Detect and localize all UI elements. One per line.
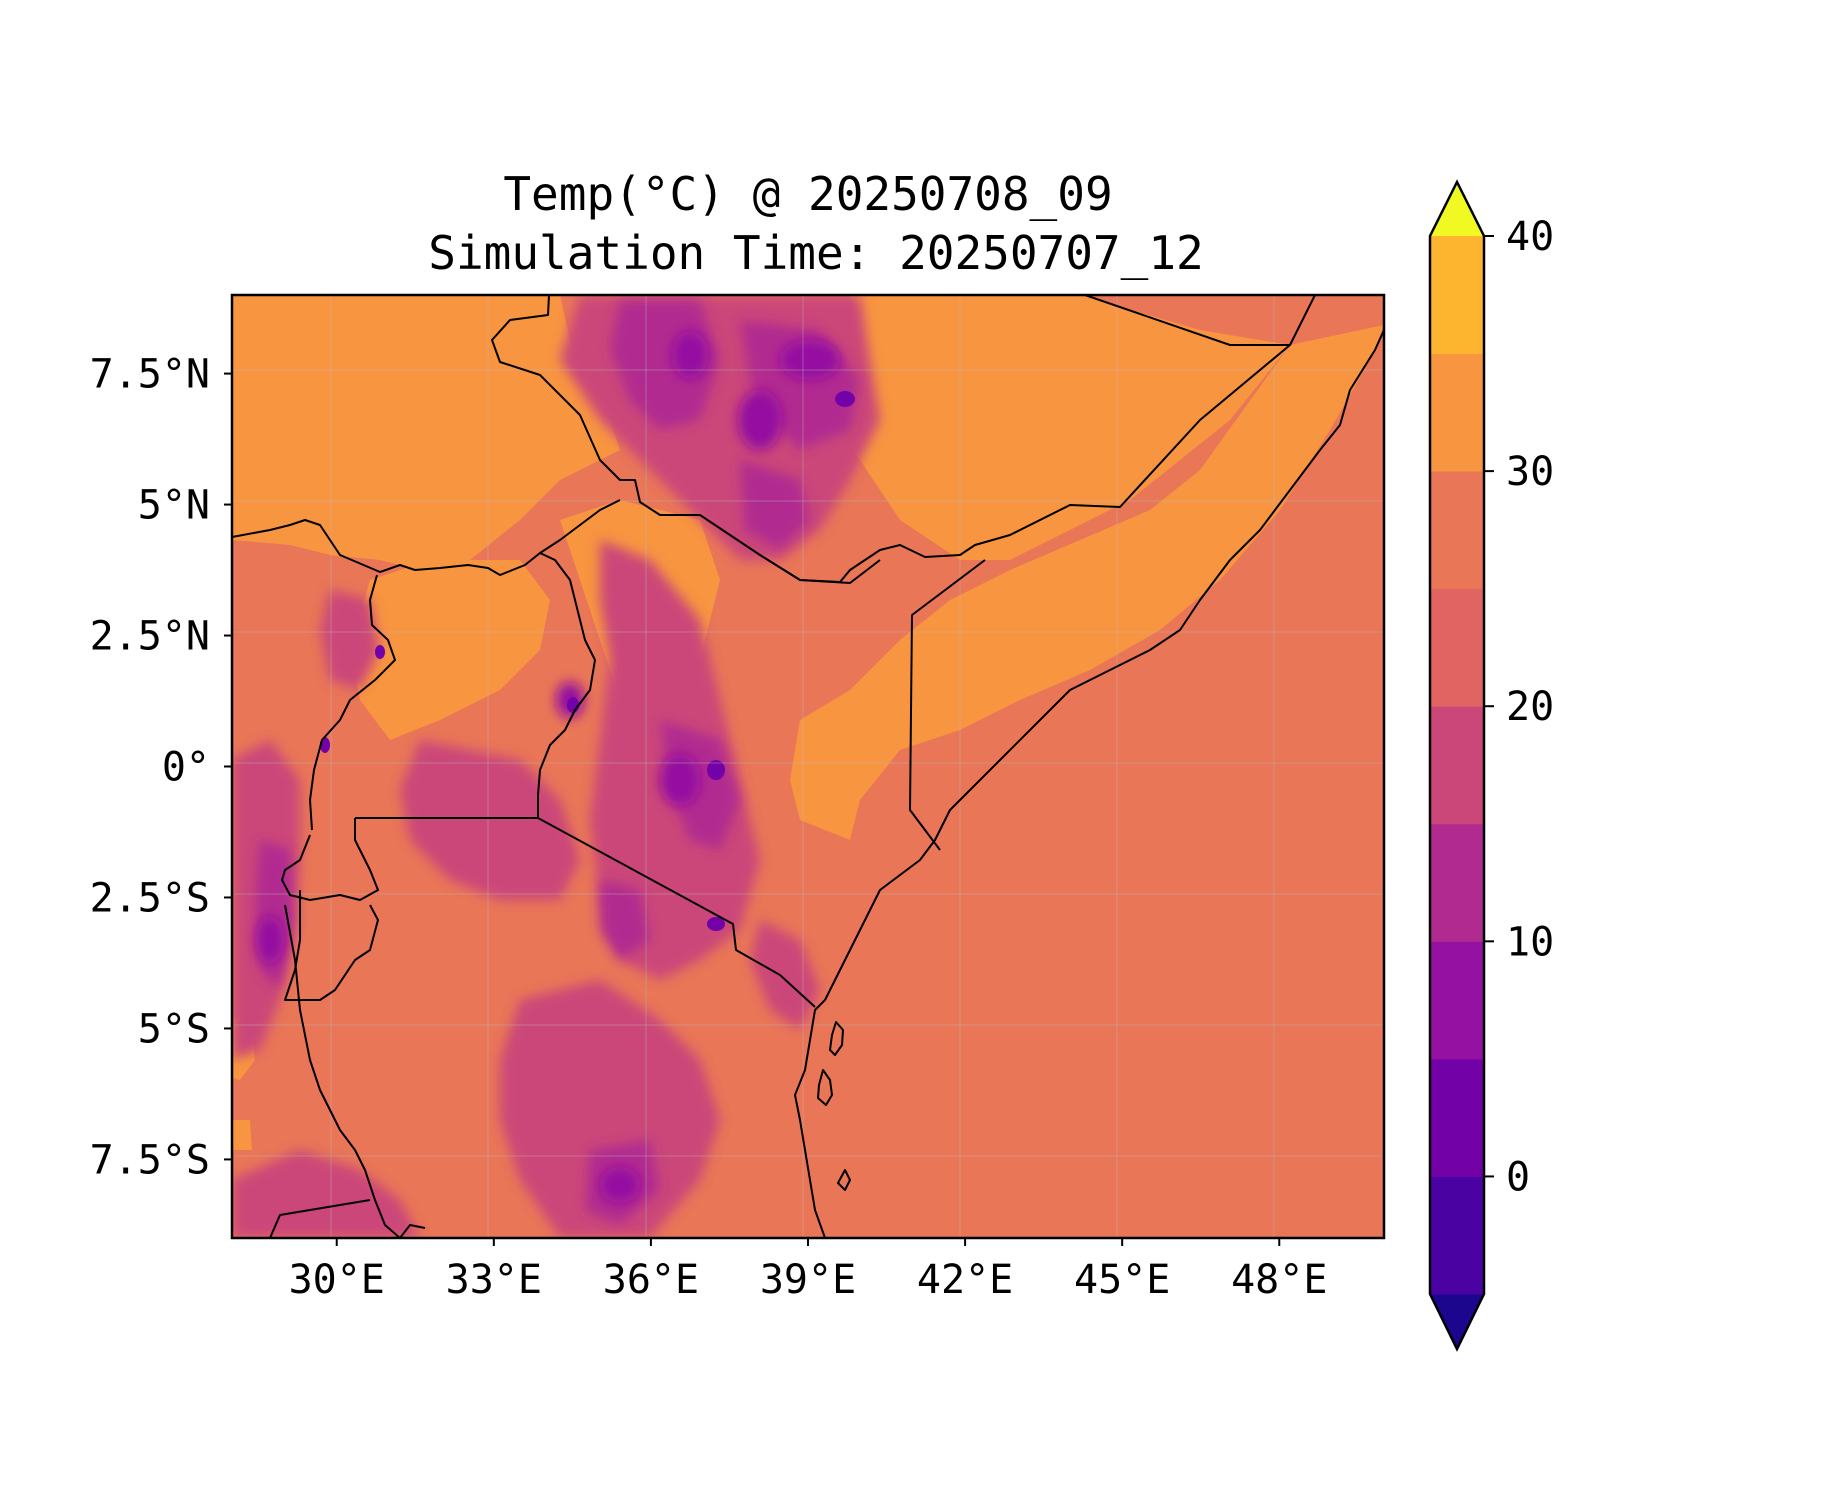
colorbar: 0 10 20 30 40	[1428, 179, 1554, 1352]
colorbar-band	[1430, 1176, 1484, 1295]
y-tick-label: 5°N	[138, 483, 210, 529]
x-tick-label: 36°E	[603, 1257, 699, 1303]
colorbar-tick-label: 40	[1506, 214, 1554, 260]
title-line-2: Simulation Time: 20250707_12	[428, 226, 1203, 280]
x-tick-label: 45°E	[1074, 1257, 1170, 1303]
colorbar-band	[1430, 353, 1484, 472]
colorbar-extend-high	[1430, 182, 1484, 236]
x-tick-label: 33°E	[446, 1257, 542, 1303]
x-axis-tick-labels: 30°E 33°E 36°E 39°E 42°E 45°E 48°E	[289, 1238, 1327, 1303]
y-tick-label: 7.5°N	[90, 352, 210, 398]
colorbar-tick-label: 0	[1506, 1154, 1530, 1200]
y-tick-label: 2.5°N	[90, 614, 210, 660]
colorbar-bands	[1430, 182, 1484, 1349]
y-tick-label: 2.5°S	[90, 875, 210, 921]
colorbar-band	[1430, 236, 1484, 355]
country-borders	[232, 295, 1384, 1238]
colorbar-tick-label: 20	[1506, 684, 1554, 730]
y-tick-label: 0°	[162, 745, 210, 791]
colorbar-tick-label: 10	[1506, 919, 1554, 965]
x-tick-label: 39°E	[760, 1257, 856, 1303]
colorbar-band	[1430, 823, 1484, 942]
colorbar-band	[1430, 941, 1484, 1060]
colorbar-band	[1430, 588, 1484, 707]
y-axis-tick-labels: 7.5°N 5°N 2.5°N 0° 2.5°S 5°S 7.5°S	[90, 352, 232, 1183]
colorbar-band	[1430, 471, 1484, 590]
map-panel	[230, 293, 1386, 1240]
colorbar-band	[1430, 706, 1484, 825]
x-tick-label: 30°E	[289, 1257, 385, 1303]
colorbar-tick-label: 30	[1506, 449, 1554, 495]
colorbar-band	[1430, 1058, 1484, 1177]
colorbar-ticks: 0 10 20 30 40	[1484, 214, 1554, 1200]
y-tick-label: 5°S	[138, 1006, 210, 1052]
colorbar-extend-low	[1430, 1294, 1484, 1349]
warm-regions	[232, 295, 1384, 1150]
x-tick-label: 42°E	[917, 1257, 1013, 1303]
temperature-field	[232, 295, 1384, 1238]
map-gridlines	[232, 295, 1384, 1238]
colorbar-outline	[1428, 179, 1486, 1352]
title-line-1: Temp(°C) @ 20250708_09	[503, 167, 1112, 221]
y-tick-label: 7.5°S	[90, 1137, 210, 1183]
x-tick-label: 48°E	[1231, 1257, 1327, 1303]
